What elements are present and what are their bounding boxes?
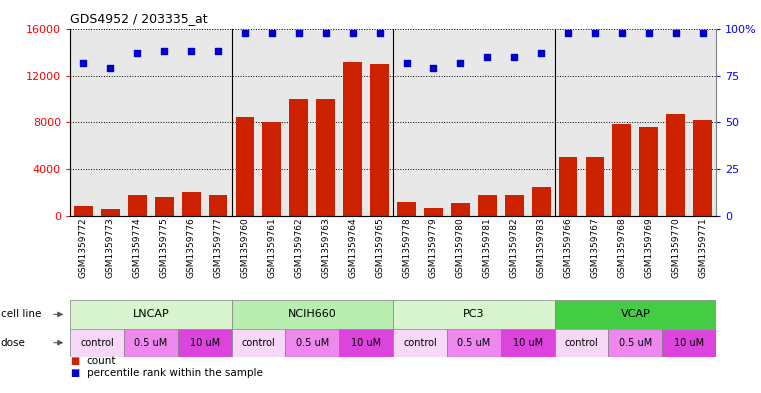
Text: control: control: [565, 338, 598, 348]
Text: dose: dose: [1, 338, 26, 348]
Bar: [124, 329, 178, 357]
Point: [158, 48, 170, 55]
Bar: [397, 202, 416, 216]
Bar: [74, 206, 93, 216]
Point: [78, 60, 90, 66]
Bar: [182, 193, 201, 216]
Bar: [532, 187, 550, 216]
Bar: [393, 329, 447, 357]
Point: [428, 65, 440, 72]
Bar: [343, 62, 362, 216]
Text: NCIH660: NCIH660: [288, 309, 336, 320]
Text: PC3: PC3: [463, 309, 485, 320]
Bar: [317, 99, 335, 216]
Bar: [209, 195, 228, 216]
Text: 10 uM: 10 uM: [674, 338, 704, 348]
Bar: [231, 300, 393, 329]
Bar: [339, 329, 393, 357]
Text: control: control: [403, 338, 437, 348]
Point: [212, 48, 224, 55]
Point: [481, 54, 493, 60]
Bar: [236, 117, 254, 216]
Bar: [70, 300, 231, 329]
Point: [535, 50, 547, 57]
Bar: [559, 158, 578, 216]
Point: [696, 30, 708, 36]
Point: [374, 30, 386, 36]
Text: 0.5 uM: 0.5 uM: [134, 338, 167, 348]
Bar: [555, 329, 608, 357]
Text: 10 uM: 10 uM: [189, 338, 220, 348]
Bar: [128, 195, 147, 216]
Bar: [289, 99, 308, 216]
Point: [643, 30, 655, 36]
Text: 10 uM: 10 uM: [513, 338, 543, 348]
Point: [131, 50, 143, 57]
Bar: [555, 300, 716, 329]
Bar: [613, 123, 632, 216]
Text: 0.5 uM: 0.5 uM: [619, 338, 652, 348]
Bar: [693, 120, 712, 216]
Text: 0.5 uM: 0.5 uM: [296, 338, 329, 348]
Text: ■: ■: [70, 368, 79, 378]
Bar: [639, 127, 658, 216]
Text: cell line: cell line: [1, 309, 41, 320]
Text: 0.5 uM: 0.5 uM: [457, 338, 490, 348]
Point: [185, 48, 197, 55]
Text: 10 uM: 10 uM: [351, 338, 381, 348]
Text: control: control: [241, 338, 275, 348]
Point: [508, 54, 521, 60]
Bar: [70, 329, 124, 357]
Bar: [505, 195, 524, 216]
Text: VCAP: VCAP: [620, 309, 650, 320]
Point: [562, 30, 574, 36]
Bar: [393, 300, 555, 329]
Point: [589, 30, 601, 36]
Bar: [667, 114, 685, 216]
Point: [293, 30, 305, 36]
Bar: [177, 329, 231, 357]
Bar: [451, 203, 470, 216]
Text: LNCAP: LNCAP: [132, 309, 169, 320]
Bar: [154, 197, 174, 216]
Point: [320, 30, 332, 36]
Bar: [478, 195, 497, 216]
Bar: [370, 64, 389, 216]
Bar: [447, 329, 501, 357]
Bar: [424, 208, 443, 216]
Point: [104, 65, 116, 72]
Text: percentile rank within the sample: percentile rank within the sample: [87, 368, 263, 378]
Bar: [501, 329, 555, 357]
Bar: [585, 158, 604, 216]
Point: [454, 60, 466, 66]
Point: [670, 30, 682, 36]
Bar: [609, 329, 662, 357]
Point: [400, 60, 412, 66]
Text: GDS4952 / 203335_at: GDS4952 / 203335_at: [70, 12, 208, 25]
Text: control: control: [80, 338, 114, 348]
Bar: [662, 329, 716, 357]
Text: ■: ■: [70, 356, 79, 366]
Text: count: count: [87, 356, 116, 366]
Point: [266, 30, 278, 36]
Bar: [285, 329, 339, 357]
Point: [346, 30, 358, 36]
Point: [239, 30, 251, 36]
Bar: [101, 209, 119, 216]
Point: [616, 30, 628, 36]
Bar: [263, 123, 282, 216]
Bar: [231, 329, 285, 357]
